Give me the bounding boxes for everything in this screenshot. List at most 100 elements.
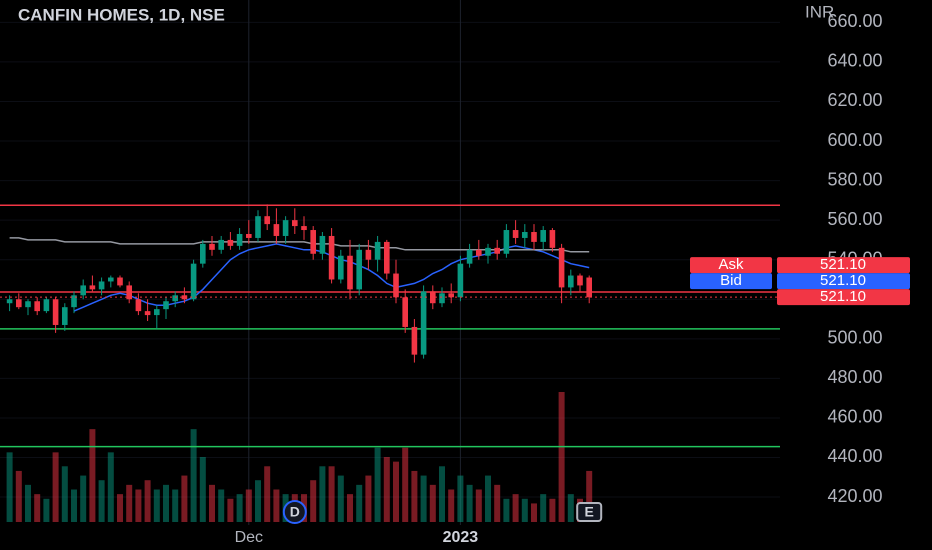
candle-body bbox=[420, 291, 427, 355]
volume-bar bbox=[420, 475, 427, 522]
candle-body bbox=[319, 235, 326, 254]
volume-bar bbox=[337, 475, 344, 522]
volume-bar bbox=[319, 466, 326, 522]
candle-body bbox=[200, 243, 206, 264]
candle-body bbox=[476, 249, 482, 256]
volume-bar bbox=[34, 494, 41, 522]
candle-body bbox=[80, 285, 86, 296]
volume-bar bbox=[117, 494, 123, 522]
volume-bar bbox=[586, 470, 593, 522]
y-tick-label: 500.00 bbox=[827, 328, 882, 348]
y-tick-label: 460.00 bbox=[827, 407, 882, 427]
volume-bar bbox=[356, 484, 363, 522]
volume-bar bbox=[521, 498, 528, 522]
candle-body bbox=[25, 301, 31, 308]
volume-bar bbox=[503, 498, 510, 522]
candle-body bbox=[365, 249, 372, 260]
y-tick-label: 480.00 bbox=[827, 367, 882, 387]
candle-body bbox=[163, 301, 169, 310]
event-label: E bbox=[585, 504, 594, 520]
candle-body bbox=[522, 232, 528, 238]
candle-body bbox=[384, 241, 390, 274]
candle-body bbox=[430, 291, 436, 304]
candle-body bbox=[264, 216, 270, 225]
y-tick-label: 420.00 bbox=[827, 486, 882, 506]
volume-bar bbox=[199, 457, 206, 522]
volume-bar bbox=[245, 489, 252, 522]
volume-bar bbox=[172, 489, 179, 522]
horizontal-lines bbox=[0, 204, 780, 448]
event-marker bbox=[576, 502, 603, 522]
candle-body bbox=[292, 220, 298, 227]
volume-bar bbox=[411, 470, 418, 522]
chart-title: CANFIN HOMES, 1D, NSE bbox=[18, 5, 225, 24]
candle-body bbox=[43, 299, 50, 312]
candle-body bbox=[62, 307, 68, 325]
volume-bar bbox=[485, 475, 491, 522]
price-tag-name-box bbox=[690, 273, 772, 290]
candle-body bbox=[273, 224, 280, 236]
candle-body bbox=[89, 285, 96, 290]
volume-bar bbox=[71, 489, 77, 522]
volume-bar bbox=[25, 484, 31, 522]
volume-bar bbox=[558, 392, 565, 522]
volume-bar bbox=[107, 452, 114, 522]
event-label: D bbox=[290, 504, 300, 520]
candle-body bbox=[393, 273, 399, 298]
candle-body bbox=[512, 230, 519, 238]
price-tag-value: 521.10 bbox=[820, 288, 866, 305]
candles bbox=[6, 204, 592, 363]
volume-bar bbox=[61, 466, 68, 522]
candle-body bbox=[466, 249, 473, 264]
candle-body bbox=[236, 233, 243, 246]
candle-body bbox=[246, 233, 252, 238]
candle-body bbox=[503, 230, 510, 254]
candle-body bbox=[558, 247, 565, 288]
candle-body bbox=[172, 295, 178, 302]
volume-bar bbox=[512, 494, 519, 522]
candle-body bbox=[577, 275, 583, 286]
volume-bar bbox=[494, 484, 501, 522]
candle-body bbox=[374, 241, 381, 260]
candle-body bbox=[448, 293, 454, 298]
x-tick-label: 2023 bbox=[443, 529, 479, 546]
candle-body bbox=[347, 255, 353, 290]
price-tag-value: 521.10 bbox=[820, 256, 866, 273]
volume-bar bbox=[190, 429, 197, 522]
volume-bar bbox=[429, 484, 436, 522]
candle-body bbox=[209, 243, 215, 250]
currency-label: INR bbox=[805, 2, 834, 21]
volume-bar bbox=[181, 475, 188, 522]
volume-bar bbox=[236, 494, 243, 522]
candle-body bbox=[411, 326, 418, 355]
candle-body bbox=[154, 309, 160, 316]
volume-bar bbox=[374, 447, 381, 522]
candle-body bbox=[16, 299, 22, 308]
price-tag-value: 521.10 bbox=[820, 272, 866, 289]
volume-bar bbox=[310, 480, 317, 522]
volume-bar bbox=[347, 494, 353, 522]
volume-bar bbox=[209, 484, 215, 522]
volume-bar bbox=[531, 503, 537, 522]
candle-body bbox=[227, 239, 234, 246]
volume-bar bbox=[549, 498, 556, 522]
volume-bar bbox=[15, 470, 22, 522]
volume-bar bbox=[273, 489, 280, 522]
volume-bar bbox=[328, 466, 335, 522]
price-tag-box bbox=[777, 289, 910, 306]
volume-bar bbox=[264, 466, 271, 522]
candle-body bbox=[494, 247, 500, 254]
candle-body bbox=[71, 295, 77, 308]
candle-body bbox=[301, 226, 307, 231]
volume-bar bbox=[43, 498, 50, 522]
event-marker bbox=[282, 500, 307, 524]
x-tick-label: Dec bbox=[235, 529, 263, 546]
candle-body bbox=[282, 220, 289, 236]
volume-bar bbox=[457, 475, 464, 522]
price-tag-name: Ask bbox=[718, 256, 744, 273]
candle-body bbox=[181, 295, 188, 300]
